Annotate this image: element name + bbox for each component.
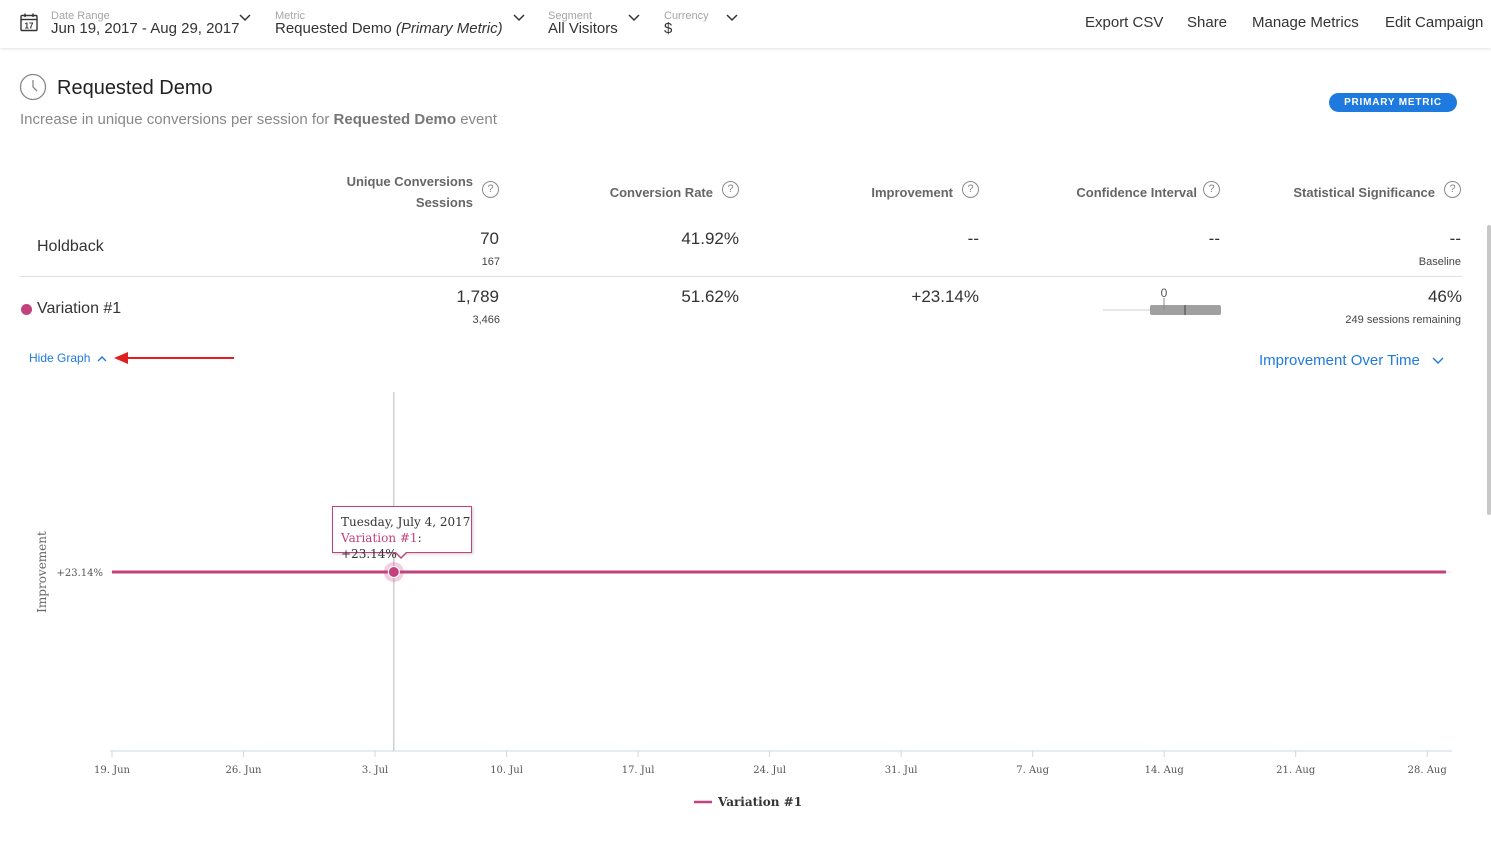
- top-toolbar: 17 Date Range Jun 19, 2017 - Aug 29, 201…: [0, 0, 1491, 48]
- statistical-significance-header: Statistical Significance: [1293, 185, 1435, 200]
- sessions-header: Sessions: [415, 195, 473, 210]
- row-name-holdback: Holdback: [37, 238, 104, 255]
- x-tick-label: 31. Jul: [885, 765, 918, 776]
- conversion-rate-header: Conversion Rate: [609, 185, 713, 200]
- holdback-significance: --: [1449, 229, 1461, 248]
- legend-label: Variation #1: [717, 795, 802, 809]
- chevron-down-icon[interactable]: [628, 14, 640, 22]
- edit-campaign-link[interactable]: Edit Campaign: [1385, 14, 1484, 31]
- export-csv-link[interactable]: Export CSV: [1085, 14, 1164, 31]
- holdback-conversion-rate: 41.92%: [681, 229, 739, 248]
- x-tick-label: 28. Aug: [1408, 765, 1448, 776]
- x-tick-label: 10. Jul: [490, 765, 523, 776]
- holdback-sessions: 167: [481, 256, 500, 268]
- help-icon[interactable]: ?: [1203, 181, 1220, 198]
- confidence-interval-header: Confidence Interval: [1076, 185, 1197, 200]
- calendar-icon: 17: [20, 13, 38, 32]
- chevron-down-icon[interactable]: [726, 14, 738, 22]
- baseline-label: Baseline: [1418, 256, 1461, 268]
- data-point[interactable]: [387, 566, 400, 578]
- chevron-down-icon: [1432, 357, 1444, 364]
- holdback-conversions: 70: [480, 229, 499, 248]
- chevron-down-icon[interactable]: [513, 14, 525, 22]
- segment-label: Segment: [548, 10, 593, 22]
- x-tick-label: 26. Jun: [226, 765, 263, 776]
- chart-legend[interactable]: Variation #1: [694, 795, 802, 809]
- tooltip-tail-inner: [395, 551, 407, 557]
- holdback-confidence: --: [1208, 229, 1220, 248]
- help-icon[interactable]: ?: [482, 181, 499, 198]
- variation-conversions: 1,789: [456, 287, 499, 306]
- row-name-variation-1: Variation #1: [37, 300, 122, 317]
- x-tick-label: 3. Jul: [362, 765, 388, 776]
- clock-icon: [19, 73, 47, 101]
- sessions-remaining: 249 sessions remaining: [1345, 314, 1461, 326]
- tooltip-value: Variation #1: +23.14%: [341, 531, 422, 561]
- x-tick-label: 7. Aug: [1016, 765, 1049, 776]
- variation-conversion-rate: 51.62%: [681, 287, 739, 306]
- help-icon[interactable]: ?: [962, 181, 979, 198]
- unique-conversions-header: Unique Conversions: [346, 174, 473, 189]
- share-link[interactable]: Share: [1187, 14, 1228, 31]
- currency-value: $: [664, 20, 673, 37]
- date-range-label: Date Range: [51, 10, 110, 22]
- x-tick-label: 14. Aug: [1145, 765, 1185, 776]
- metric-title: Requested Demo: [57, 77, 213, 99]
- scrollbar[interactable]: [1487, 225, 1491, 515]
- x-tick-label: 17. Jul: [622, 765, 655, 776]
- holdback-improvement: --: [967, 229, 979, 248]
- chart-tooltip: Tuesday, July 4, 2017 Variation #1: +23.…: [332, 506, 472, 561]
- primary-metric-badge: PRIMARY METRIC: [1329, 93, 1457, 112]
- date-range-value: Jun 19, 2017 - Aug 29, 2017: [51, 20, 240, 37]
- variation-improvement: +23.14%: [911, 287, 979, 306]
- improvement-header: Improvement: [871, 185, 953, 200]
- currency-label: Currency: [664, 10, 709, 22]
- annotation-arrow: [114, 352, 234, 364]
- confidence-zero-label: 0: [1161, 286, 1168, 300]
- help-icon[interactable]: ?: [722, 181, 739, 198]
- hide-graph-link[interactable]: Hide Graph: [29, 351, 107, 365]
- segment-value: All Visitors: [548, 20, 618, 37]
- variation-sessions: 3,466: [472, 314, 500, 326]
- y-axis-label: Improvement: [35, 531, 49, 613]
- metric-label: Metric: [275, 10, 305, 22]
- metric-value: Requested Demo (Primary Metric): [275, 20, 503, 37]
- tooltip-date: Tuesday, July 4, 2017: [341, 515, 471, 529]
- improvement-chart: Improvement +23.14% 19. Jun 26. Jun 3. Jul…: [35, 392, 1452, 809]
- y-tick-label: +23.14%: [56, 568, 103, 579]
- manage-metrics-link[interactable]: Manage Metrics: [1252, 14, 1359, 31]
- x-tick-label: 21. Aug: [1276, 765, 1316, 776]
- improvement-over-time-dropdown[interactable]: Improvement Over Time: [1259, 352, 1444, 370]
- chevron-down-icon[interactable]: [239, 14, 251, 22]
- x-tick-label: 19. Jun: [94, 765, 131, 776]
- chevron-up-icon: [97, 356, 107, 362]
- confidence-interval-bar: 0: [1103, 286, 1221, 315]
- x-tick-label: 24. Jul: [753, 765, 786, 776]
- variation-color-dot: [21, 304, 32, 315]
- row-divider: [19, 276, 1462, 277]
- help-icon[interactable]: ?: [1444, 181, 1461, 198]
- variation-significance: 46%: [1427, 287, 1462, 306]
- metric-subtitle: Increase in unique conversions per sessi…: [20, 111, 497, 128]
- svg-text:17: 17: [25, 22, 34, 31]
